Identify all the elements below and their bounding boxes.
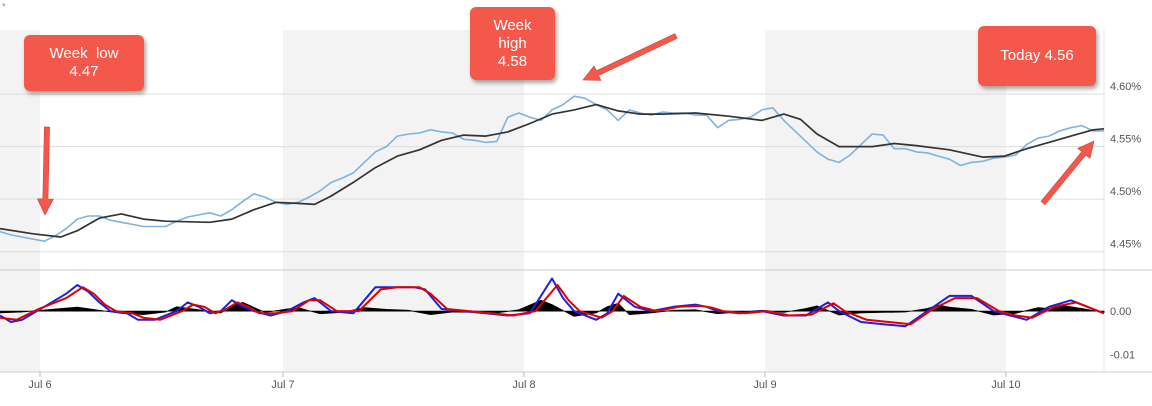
x-tick-label: Jul 7: [271, 379, 294, 391]
arrow-today: [1040, 140, 1095, 206]
price-y-tick-label: 4.45%: [1110, 239, 1141, 251]
price-y-tick-label: 4.55%: [1110, 134, 1141, 146]
week-low-callout: Week low 4.47: [24, 35, 144, 91]
day-bands: [0, 30, 1006, 372]
arrow-week-low: [36, 126, 54, 216]
gridlines: [0, 30, 1152, 373]
signal-red-line: [0, 284, 1105, 326]
week-low-callout-line-2: 4.47: [69, 63, 99, 80]
price-y-tick-label: 4.60%: [1110, 81, 1141, 93]
arrow-week-high: [582, 33, 678, 81]
today-callout: Today 4.56: [978, 26, 1096, 86]
x-tick-label: Jul 6: [28, 379, 51, 391]
indicator-y-tick-label: -0.01: [1110, 350, 1135, 362]
indicator-y-tick-label: 0.00: [1110, 306, 1131, 318]
price-series: [0, 95, 1105, 242]
price-y-tick-label: 4.50%: [1110, 186, 1141, 198]
y-axis-ticks: 4.60% 4.55% 4.50% 4.45% 0.00 -0.01: [1110, 81, 1141, 362]
indicator-series: [0, 277, 1105, 328]
week-low-callout-line-1: Week low: [49, 45, 119, 62]
x-tick-label: Jul 9: [753, 379, 776, 391]
x-tick-label: Jul 8: [512, 379, 535, 391]
week-high-callout-line-3: 4.58: [497, 52, 528, 70]
moving-average-line: [0, 103, 1105, 238]
week-high-callout-line-1: Week: [493, 16, 532, 34]
x-axis-ticks: Jul 6 Jul 7 Jul 8 Jul 9 Jul 10: [28, 372, 1021, 391]
x-tick-label: Jul 10: [991, 379, 1020, 391]
today-callout-line-1: Today 4.56: [1000, 47, 1074, 64]
day-band: [283, 30, 524, 372]
callout-arrows: [36, 33, 1095, 216]
corner-mark: °: [2, 2, 6, 12]
yield-line: [0, 95, 1104, 242]
week-high-callout: Week high 4.58: [470, 7, 555, 80]
week-high-callout-line-2: high: [498, 34, 527, 52]
